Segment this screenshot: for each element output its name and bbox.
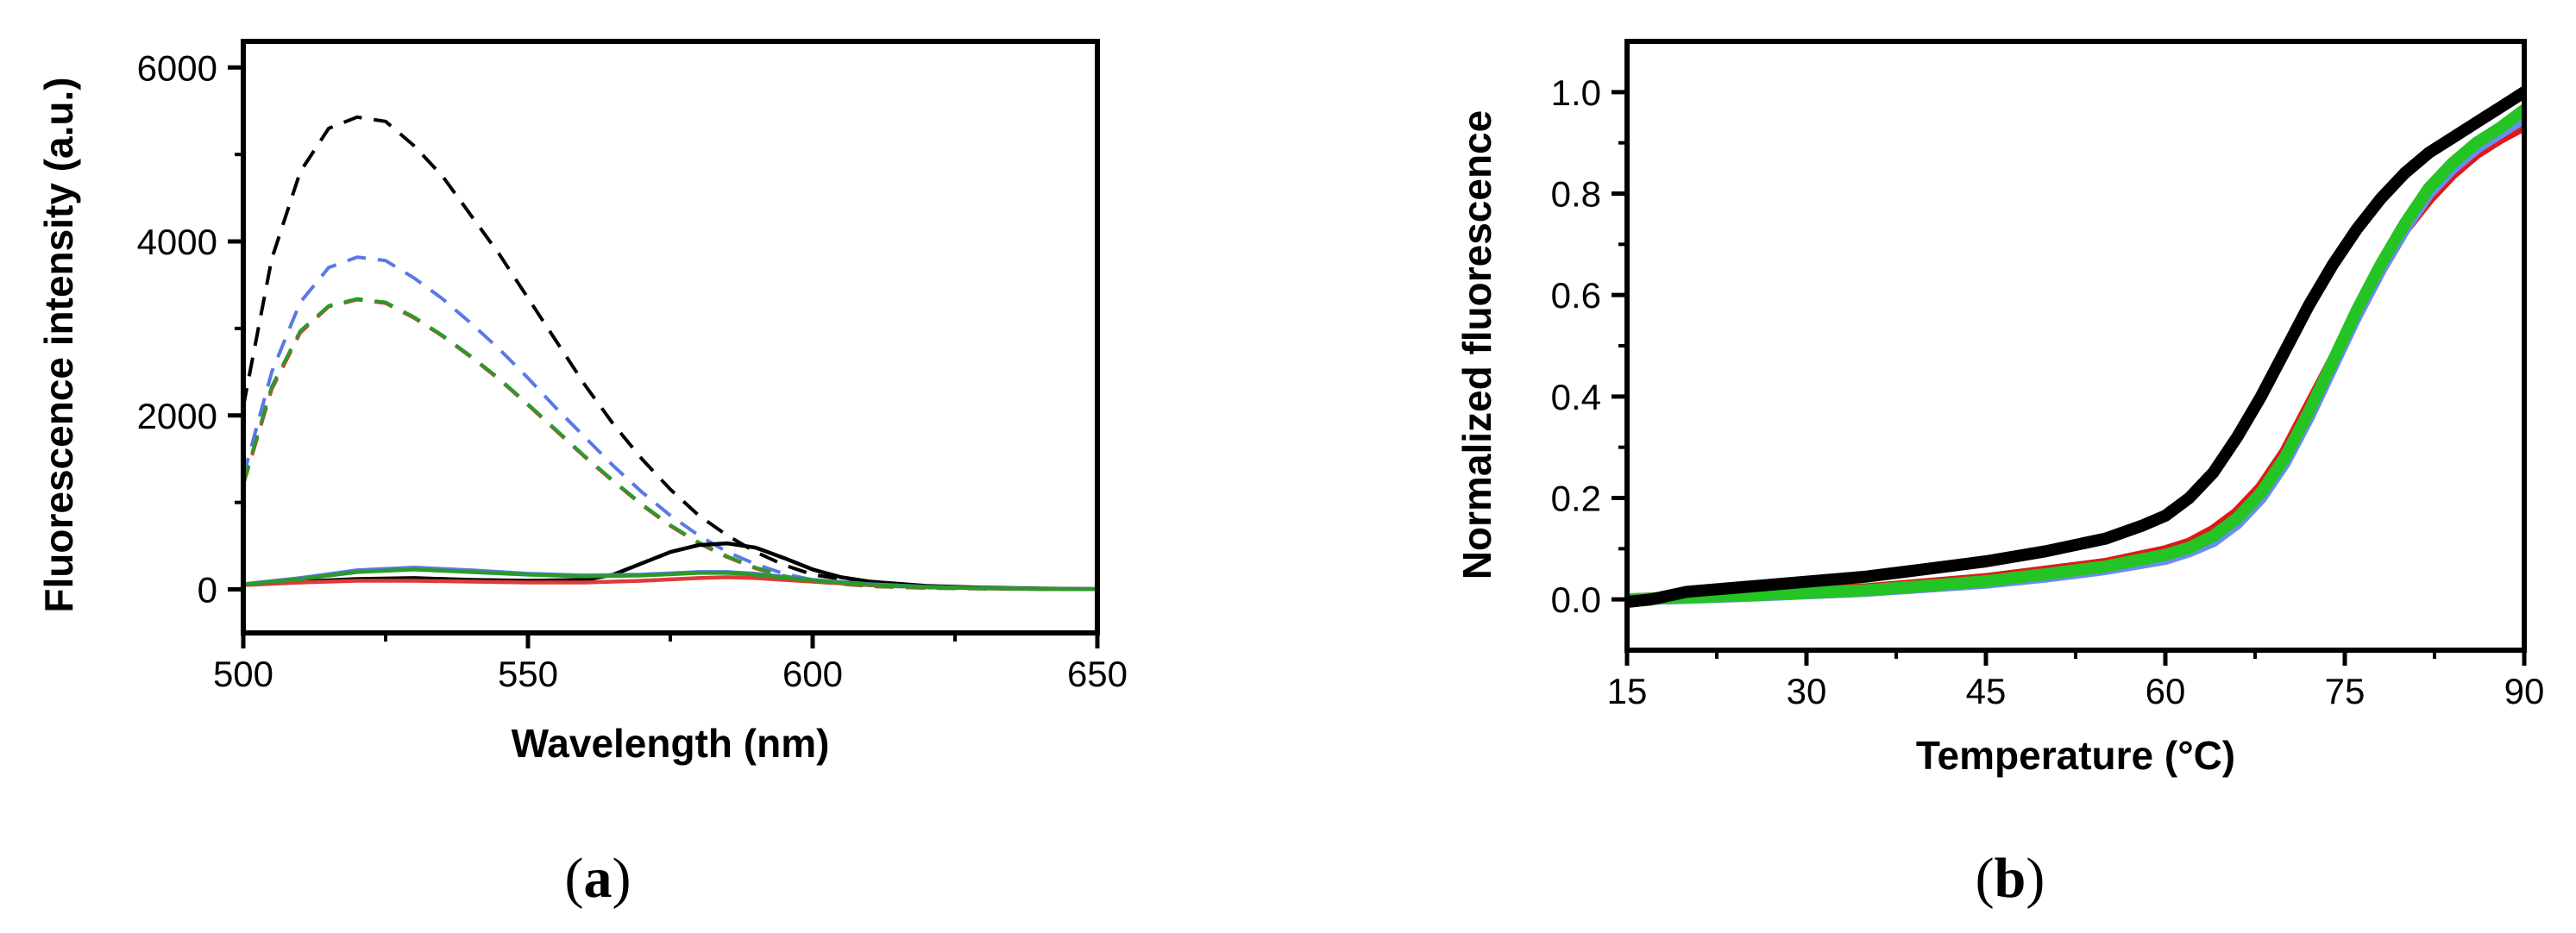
chart-b-series-line-3: [1627, 103, 2524, 606]
chart-b-y-axis-title: Normalized fluorescence: [1454, 110, 1499, 580]
chart-a-y-tick-label: 0: [198, 570, 217, 611]
chart-b-panel-label: (b): [1976, 847, 2045, 910]
chart-a-y-tick-label: 6000: [137, 47, 217, 88]
chart-a-y-tick-label: 2000: [137, 396, 217, 436]
chart-a-series-line-2: [243, 255, 1097, 592]
chart-b-x-tick-label: 15: [1607, 671, 1648, 711]
chart-b: 15 30 45 60 75 90 0.0 0.2 0.4 0.6 0.8 1.0 Temperatu…: [1454, 39, 2545, 910]
chart-a: 500 550 600 650 0 2000 4000 6000 Wavelength (nm…: [36, 39, 1128, 910]
chart-b-y-tick-label: 0.2: [1551, 479, 1601, 519]
chart-a-panel-label: (a): [565, 847, 631, 910]
chart-b-y-tick-label: 1.0: [1551, 72, 1601, 113]
chart-b-x-tick-label: 90: [2504, 671, 2545, 711]
chart-b-y-tick-label: 0.8: [1551, 174, 1601, 215]
chart-a-plot-frame: [241, 39, 1100, 636]
chart-a-series-line-3: [243, 297, 1097, 592]
chart-b-series-line-4: [1627, 85, 2524, 609]
chart-b-x-tick-label: 75: [2325, 671, 2366, 711]
chart-a-x-tick-label: 600: [782, 654, 843, 694]
chart-b-plot-frame: [1624, 39, 2527, 653]
chart-b-y-tick-label: 0.0: [1551, 579, 1601, 620]
chart-b-y-tick-label: 0.4: [1551, 377, 1601, 417]
chart-a-y-tick-label: 4000: [137, 222, 217, 262]
chart-a-ticks: 500 550 600 650 0 2000 4000 6000: [137, 47, 1128, 694]
chart-b-series: [1627, 85, 2524, 609]
chart-a-x-axis-title: Wavelength (nm): [512, 721, 830, 766]
chart-a-series: [243, 115, 1097, 592]
chart-b-y-tick-label: 0.6: [1551, 275, 1601, 316]
chart-b-x-tick-label: 30: [1787, 671, 1827, 711]
chart-a-x-tick-label: 550: [498, 654, 558, 694]
chart-a-y-axis-title: Fluorescence intensity (a.u.): [36, 77, 81, 612]
chart-b-x-tick-label: 60: [2146, 671, 2186, 711]
chart-b-ticks: 15 30 45 60 75 90 0.0 0.2 0.4 0.6 0.8 1.0: [1551, 72, 2545, 711]
chart-a-series-line-1: [243, 115, 1097, 592]
chart-a-series-line-8: [243, 567, 1097, 592]
chart-a-series-line-4: [243, 297, 1097, 592]
chart-a-x-tick-label: 500: [213, 654, 273, 694]
chart-b-x-tick-label: 45: [1966, 671, 2007, 711]
chart-a-x-tick-label: 650: [1067, 654, 1128, 694]
chart-b-x-axis-title: Temperature (°C): [1916, 733, 2235, 778]
